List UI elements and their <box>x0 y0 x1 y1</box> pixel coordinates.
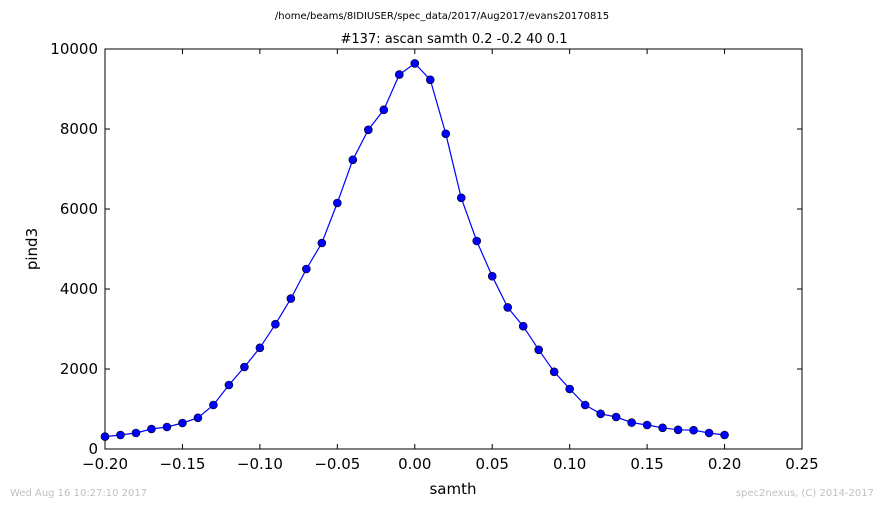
timestamp-footer: Wed Aug 16 10:27:10 2017 <box>10 488 148 499</box>
data-point <box>518 321 528 331</box>
data-point <box>286 294 296 303</box>
data-point <box>255 343 265 353</box>
x-tick-label: −0.15 <box>159 455 205 473</box>
y-tick-label: 4000 <box>60 280 98 298</box>
data-point <box>162 422 172 432</box>
data-point <box>642 420 652 430</box>
x-tick-label: 0.05 <box>476 455 509 473</box>
x-tick-label: −0.10 <box>237 455 283 473</box>
x-tick-label: −0.20 <box>82 455 128 473</box>
x-tick-label: 0.25 <box>785 455 818 473</box>
y-axis-label: pind3 <box>23 228 41 270</box>
data-point <box>240 362 249 372</box>
data-point <box>611 412 621 422</box>
data-point <box>487 271 497 281</box>
data-point <box>673 425 683 435</box>
chart-title: #137: ascan samth 0.2 -0.2 40 0.1 <box>341 32 568 47</box>
data-point <box>596 409 605 419</box>
data-point <box>456 193 466 203</box>
data-point <box>658 423 667 433</box>
data-point <box>580 400 590 410</box>
data-point <box>410 59 420 68</box>
data-point <box>147 424 156 434</box>
data-point <box>704 428 714 438</box>
data-point <box>689 425 698 435</box>
y-tick-label: 0 <box>88 440 98 458</box>
x-tick-label: 0.20 <box>708 455 741 473</box>
data-point <box>302 264 311 274</box>
data-point <box>193 413 203 423</box>
data-point <box>549 367 559 377</box>
data-point <box>333 198 342 208</box>
y-tick-label: 6000 <box>60 200 98 218</box>
y-tick-label: 8000 <box>60 120 98 138</box>
data-point <box>379 105 389 115</box>
data-point <box>209 400 218 410</box>
data-point <box>441 129 451 139</box>
data-point <box>565 384 574 394</box>
plot-area-frame <box>104 48 803 450</box>
data-point <box>178 418 187 428</box>
data-point <box>100 432 110 441</box>
data-point <box>425 75 435 85</box>
x-axis-label: samth <box>429 480 476 498</box>
x-tick-label: −0.05 <box>314 455 360 473</box>
series-line <box>104 62 725 438</box>
data-point <box>348 155 358 165</box>
x-axis-ticks: −0.20 −0.15 −0.10 −0.05 0.00 0.05 0.10 0.15 0.20… <box>82 49 819 473</box>
file-path-title: /home/beams/8IDIUSER/spec_data/2017/Aug2… <box>275 11 609 22</box>
data-point <box>472 236 482 246</box>
y-axis-ticks: 0 2000 4000 6000 8000 10000 <box>50 40 802 458</box>
series-markers <box>100 59 729 441</box>
data-point <box>394 70 404 79</box>
y-tick-label: 2000 <box>60 360 98 378</box>
data-point <box>224 380 234 390</box>
credit-footer: spec2nexus, (C) 2014-2017 <box>735 488 874 499</box>
data-point <box>131 428 141 438</box>
data-point <box>116 430 125 440</box>
data-point <box>627 418 636 427</box>
data-point <box>364 125 373 135</box>
data-point <box>503 303 513 312</box>
data-point <box>534 345 543 355</box>
x-tick-label: 0.00 <box>398 455 431 473</box>
data-point <box>720 430 729 440</box>
x-tick-label: 0.15 <box>630 455 663 473</box>
data-point <box>271 319 280 329</box>
y-tick-label: 10000 <box>50 40 98 58</box>
x-tick-label: 0.10 <box>553 455 586 473</box>
data-point <box>317 238 327 248</box>
